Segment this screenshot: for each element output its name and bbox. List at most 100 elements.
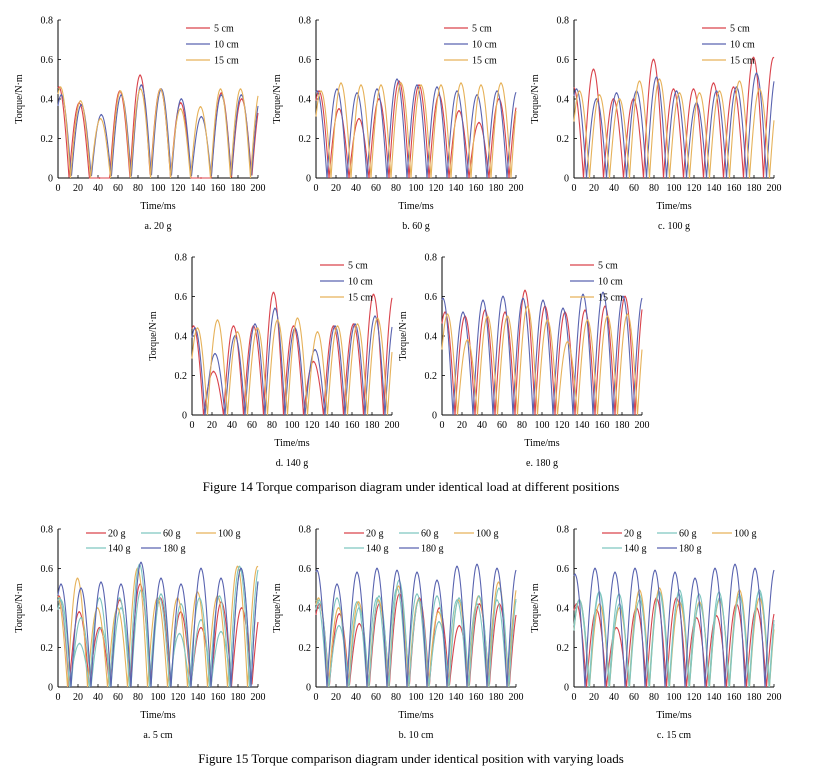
- x-tick-label: 140: [449, 692, 464, 703]
- x-tick-label: 180: [615, 420, 630, 431]
- x-tick-label: 60: [371, 692, 381, 703]
- x-tick-label: 180: [747, 692, 762, 703]
- x-tick-label: 40: [351, 183, 361, 194]
- series-point: [578, 90, 581, 92]
- y-tick-label: 0.4: [299, 95, 312, 106]
- series-point: [496, 567, 498, 570]
- series-line: [57, 86, 259, 179]
- x-tick-label: 200: [385, 420, 400, 431]
- x-tick-label: 40: [477, 420, 487, 431]
- series-point: [336, 325, 339, 328]
- y-tick-label: 0.6: [557, 55, 570, 66]
- y-tick-label: 0.6: [175, 292, 188, 303]
- x-tick-label: 40: [93, 183, 103, 194]
- x-tick-label: 100: [667, 692, 682, 703]
- series-point: [502, 295, 504, 298]
- series-point: [614, 571, 616, 574]
- y-tick-label: 0.2: [299, 134, 312, 145]
- series-line: [573, 597, 775, 688]
- y-tick-label: 0.6: [557, 564, 570, 575]
- x-tick-label: 200: [251, 692, 266, 703]
- x-tick-label: 140: [325, 420, 340, 431]
- series-point: [80, 616, 82, 619]
- series-point: [316, 331, 319, 333]
- series-point: [675, 90, 678, 92]
- series-point: [615, 626, 618, 629]
- series-point: [437, 611, 440, 613]
- y-tick-label: 0: [306, 174, 311, 185]
- series-point: [318, 90, 320, 92]
- series-point: [524, 289, 526, 292]
- legend-label: 15 cm: [348, 293, 373, 304]
- x-tick-label: 0: [572, 692, 577, 703]
- chart-panel-f14b: 0 20 40 60 80 100 120 140 160 180 200 0 0.2 0.4 0.6 0.8…: [258, 8, 533, 236]
- series-point: [336, 88, 338, 91]
- series-point: [58, 597, 61, 600]
- x-tick-label: 200: [251, 183, 266, 194]
- series-point: [316, 90, 318, 92]
- panel-caption: a. 20 g: [145, 221, 172, 232]
- x-tick-label: 60: [629, 692, 639, 703]
- series-point: [586, 319, 589, 322]
- series-point: [622, 295, 624, 298]
- series-point: [692, 88, 695, 91]
- series-point: [60, 583, 62, 586]
- series-point: [506, 315, 509, 318]
- series-point: [316, 569, 318, 572]
- series-point: [59, 86, 62, 89]
- y-axis-title: Torque/N·m: [272, 583, 283, 633]
- series-point: [376, 88, 378, 91]
- x-tick-label: 180: [747, 183, 762, 194]
- series-point: [200, 618, 202, 621]
- y-tick-label: 0.2: [557, 643, 570, 654]
- y-tick-label: 0: [306, 683, 311, 694]
- series-point: [674, 571, 676, 574]
- series-point: [76, 577, 79, 580]
- series-line: [441, 289, 643, 416]
- series-point: [140, 84, 143, 87]
- series-point: [397, 585, 400, 588]
- series-point: [200, 177, 202, 179]
- series-point: [240, 607, 243, 609]
- x-tick-label: 60: [113, 183, 123, 194]
- y-tick-label: 0: [182, 411, 187, 422]
- series-point: [180, 98, 183, 100]
- y-axis-title: Torque/N·m: [148, 311, 159, 361]
- series-point: [606, 315, 609, 318]
- series-point: [436, 595, 438, 598]
- series-point: [198, 597, 201, 600]
- x-tick-label: 140: [191, 183, 206, 194]
- x-tick-label: 20: [457, 420, 467, 431]
- series-point: [256, 327, 259, 329]
- series-point: [200, 567, 202, 570]
- series-point: [714, 567, 716, 570]
- figure-15-caption: Figure 15 Torque comparison diagram unde…: [198, 751, 624, 766]
- x-tick-label: 100: [535, 420, 550, 431]
- x-axis-title: Time/ms: [140, 201, 175, 212]
- series-point: [458, 624, 461, 627]
- y-axis-title: Torque/N·m: [530, 583, 541, 633]
- x-tick-label: 20: [73, 692, 83, 703]
- panel-caption: d. 140 g: [276, 458, 309, 469]
- series-point: [160, 593, 162, 596]
- series-point: [220, 630, 222, 633]
- series-point: [220, 577, 222, 580]
- series-point: [236, 565, 239, 568]
- legend-label: 180 g: [679, 544, 702, 555]
- y-tick-label: 0.8: [41, 525, 54, 536]
- series-point: [478, 121, 480, 124]
- y-tick-label: 0: [432, 411, 437, 422]
- series-point: [458, 597, 460, 600]
- series-point: [200, 115, 203, 118]
- legend-label: 5 cm: [214, 24, 234, 35]
- y-tick-label: 0.4: [175, 332, 188, 343]
- series-point: [100, 581, 102, 584]
- series-point: [100, 113, 103, 116]
- series-point: [80, 104, 83, 106]
- series-line: [441, 305, 643, 416]
- series-point: [192, 325, 195, 328]
- chart-panel-f14e: 0 20 40 60 80 100 120 140 160 180 200 0 0.2 0.4 0.6 0.8…: [384, 245, 674, 473]
- series-point: [338, 107, 340, 110]
- y-tick-label: 0: [48, 174, 53, 185]
- panel-caption: c. 100 g: [658, 221, 690, 232]
